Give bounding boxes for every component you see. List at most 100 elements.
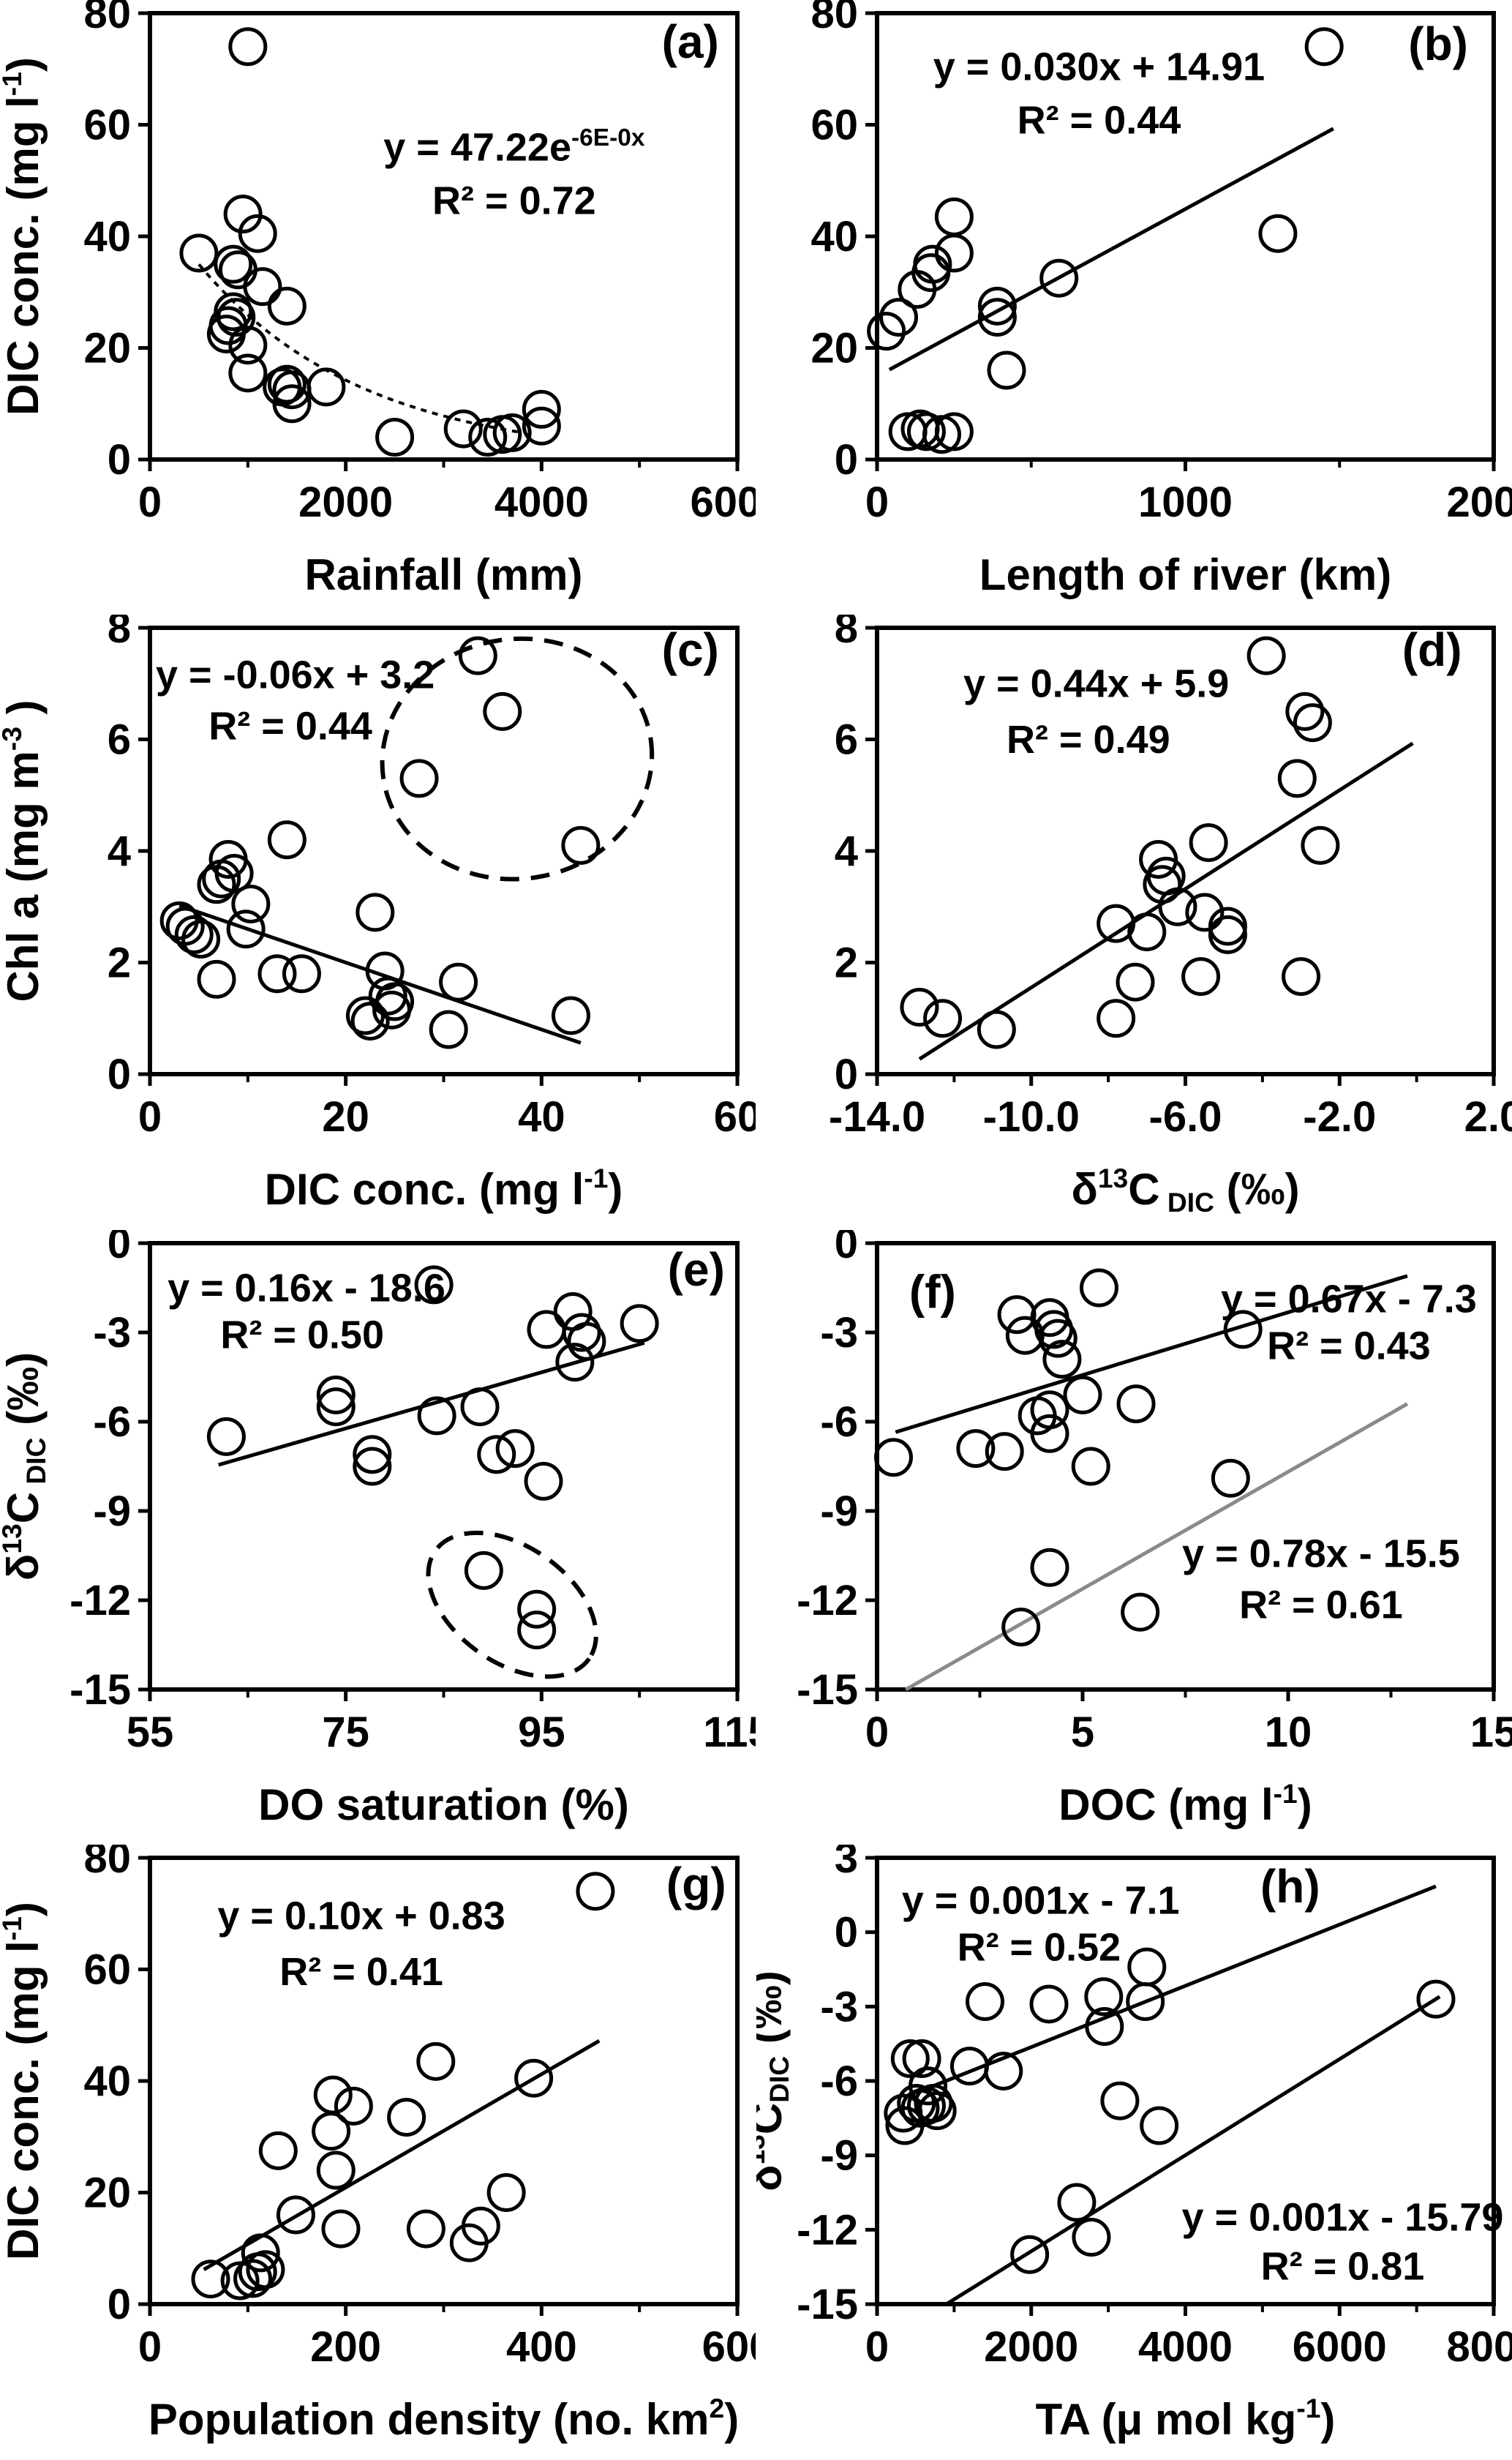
x-tick-label: 2.0 — [1464, 1093, 1512, 1141]
y-tick-label: 0 — [108, 2281, 131, 2328]
x-tick-label: 0 — [865, 479, 889, 526]
y-tick-label: -12 — [797, 1577, 858, 1624]
y-tick-label: 3 — [835, 1845, 858, 1882]
data-point — [514, 2058, 554, 2098]
data-point — [977, 298, 1017, 337]
y-tick-label: 2 — [835, 940, 858, 987]
y-axis-title: DIC conc. (mg l-1) — [0, 57, 48, 416]
data-point — [522, 406, 561, 446]
data-point — [1001, 1608, 1041, 1647]
data-point — [181, 919, 221, 959]
data-point — [1223, 1310, 1263, 1349]
data-point — [464, 1550, 503, 1590]
y-tick-label: 8 — [108, 615, 131, 652]
y-axis-title: Chl a (mg m-3 ) — [0, 700, 48, 1002]
x-tick-label: 6000 — [1293, 2323, 1387, 2371]
data-point — [316, 1375, 356, 1414]
y-tick-label: 0 — [108, 436, 131, 484]
data-point — [350, 1002, 390, 1041]
data-point — [1304, 27, 1344, 67]
data-point — [977, 1010, 1016, 1049]
equation-annotation: R² = 0.61 — [1239, 1583, 1403, 1627]
data-point — [233, 2259, 273, 2298]
data-point — [243, 267, 282, 307]
data-point — [1063, 1375, 1102, 1414]
regression-curve — [198, 263, 522, 435]
regression-line — [178, 904, 582, 1045]
data-point — [345, 996, 385, 1035]
data-point — [517, 1589, 557, 1629]
data-point — [406, 2209, 445, 2249]
panel-b-dic-vs-river-length: 0 1000 2000 0 20 40 60 80 Length of river (km) y … — [756, 0, 1512, 615]
data-point — [1057, 2183, 1097, 2222]
data-point — [220, 2261, 260, 2300]
y-tick-label: -9 — [820, 2132, 858, 2180]
panel-g-dic-vs-population-density: 0 200 400 600 0 20 40 60 80 Population density (n… — [0, 1845, 756, 2459]
data-point — [923, 999, 963, 1038]
y-tick-label: -3 — [820, 1309, 858, 1357]
regression-line — [888, 127, 1335, 372]
data-point — [416, 2041, 456, 2081]
y-tick-label: 0 — [835, 436, 858, 484]
data-point — [1185, 893, 1225, 932]
data-point — [1301, 825, 1340, 865]
chart-b: 0 1000 2000 0 20 40 60 80 Length of river (km) y … — [810, 0, 1512, 599]
data-point — [228, 326, 268, 365]
data-point — [492, 413, 532, 452]
regression-line — [905, 1402, 1409, 1692]
data-point — [966, 1982, 1005, 2022]
panel-tag: (a) — [662, 15, 719, 68]
x-tick-label: -6.0 — [1149, 1093, 1222, 1141]
x-tick-label: 0 — [138, 479, 162, 526]
x-tick-label: 2000 — [984, 2323, 1078, 2371]
y-tick-label: -15 — [797, 1666, 858, 1714]
x-tick-label: 2000 — [1446, 479, 1512, 526]
data-point — [906, 412, 946, 451]
data-point — [576, 1872, 615, 1911]
x-tick-label: 0 — [865, 1709, 889, 1756]
x-tick-label: 200 — [310, 2323, 381, 2371]
data-point — [879, 298, 919, 337]
equation-annotation: R² = 0.44 — [208, 705, 372, 749]
data-point — [524, 1461, 563, 1501]
data-point — [873, 1438, 913, 1477]
x-axis-title: Length of river (km) — [979, 550, 1391, 599]
data-point — [1010, 2235, 1050, 2274]
data-point — [1127, 1947, 1167, 1987]
x-axis-title: DIC conc. (mg l-1) — [265, 1163, 623, 1214]
data-point — [884, 2093, 923, 2133]
chart-g: 0 200 400 600 0 20 40 60 80 Population density (n… — [0, 1845, 756, 2444]
y-tick-label: -12 — [69, 1577, 131, 1624]
data-point — [551, 996, 590, 1035]
x-tick-label: 600 — [702, 2323, 756, 2371]
equation-annotation: R² = 0.52 — [958, 1925, 1121, 1969]
data-point — [1030, 1390, 1069, 1430]
chart-a: 0 2000 4000 6000 0 20 40 60 80 Rainfall (mm) DIC c… — [0, 0, 756, 599]
x-tick-label: 40 — [518, 1093, 565, 1141]
data-point — [443, 409, 483, 449]
data-point — [206, 314, 246, 353]
chart-e: 55 75 95 115 0 -3 -6 -9 -12 -15 DO saturation (%) δ… — [0, 1230, 756, 1829]
data-point — [902, 2039, 941, 2078]
y-tick-label: 60 — [810, 102, 858, 149]
equation-annotation: y = 0.78x - 15.5 — [1182, 1531, 1460, 1575]
data-point — [460, 1387, 500, 1427]
data-point — [174, 915, 214, 954]
data-point — [272, 384, 312, 424]
data-point — [483, 691, 522, 731]
panel-tag: (e) — [668, 1243, 725, 1296]
data-point — [1285, 691, 1325, 731]
panel-tag: (d) — [1402, 623, 1462, 676]
y-tick-label: 0 — [108, 1230, 131, 1267]
y-tick-label: -9 — [820, 1488, 858, 1535]
data-point — [477, 1435, 516, 1474]
data-point — [191, 2260, 230, 2299]
data-point — [238, 214, 277, 253]
data-point — [458, 636, 497, 675]
equation-annotation: y = 0.16x - 18.6 — [168, 1266, 445, 1310]
data-point — [561, 825, 601, 865]
data-point — [1030, 1414, 1069, 1453]
chart-h: 0 2000 4000 6000 8000 3 0 -3 -6 -9 -12 -15 TA (μ mol… — [756, 1845, 1512, 2444]
data-point — [223, 195, 263, 233]
panel-d-chla-vs-d13c: -14.0 -10.0 -6.0 -2.0 2.0 0 2 4 6 8 δ13C DIC (‰) y … — [756, 615, 1512, 1229]
